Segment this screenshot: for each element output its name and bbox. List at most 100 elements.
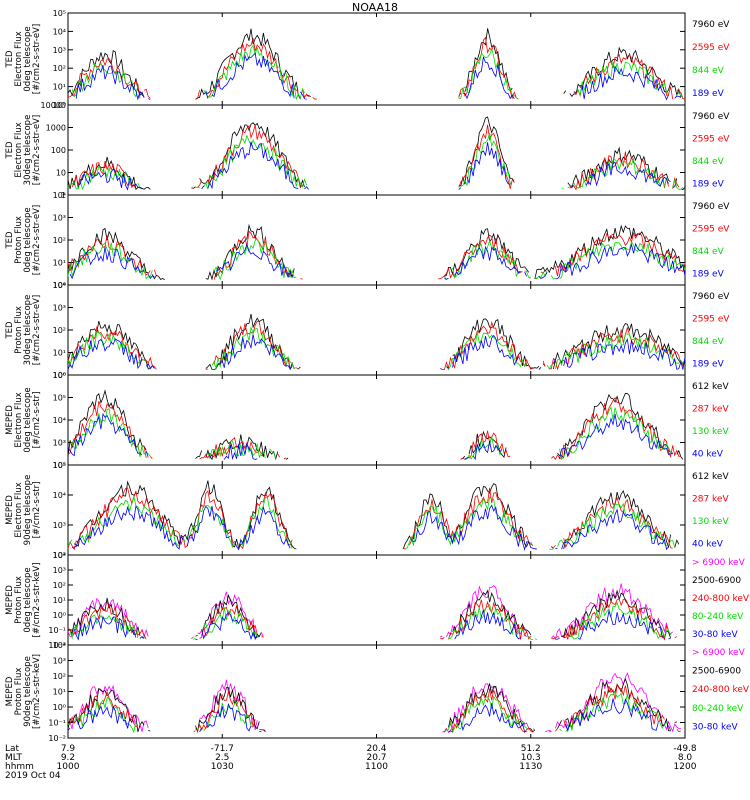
y-tick-label: 10² — [53, 236, 66, 245]
y-tick-label: 10¹ — [53, 349, 66, 358]
series-trace — [67, 320, 686, 371]
y-tick-label: 10² — [53, 326, 66, 335]
series-trace — [75, 52, 682, 101]
y-tick-label: 10⁰ — [53, 371, 66, 380]
y-axis-label: 0deg telescope — [23, 207, 33, 272]
series-trace — [68, 28, 685, 99]
y-tick-label: 10³ — [53, 657, 66, 666]
y-tick-label: 10⁻² — [48, 641, 66, 650]
legend-entry: 844 eV — [692, 157, 725, 167]
panel-6: 10² 10³ 10⁴ 10⁵ MEPED Electron Flux 90deg tele… — [5, 461, 729, 560]
series-trace — [67, 389, 684, 461]
panel-4: 10⁰ 10¹ 10² 10³ 10⁴ TED Proton Flux 30deg teles… — [5, 281, 730, 380]
legend-entry: 30-80 keV — [692, 630, 738, 640]
y-axis-label: [#/cm2-s-str] — [32, 392, 42, 449]
x-tick-label-hhmm: 1000 — [57, 762, 80, 772]
y-tick-label: 10⁰ — [53, 101, 66, 110]
y-axis-label: [#/cm2-s-str] — [32, 482, 42, 539]
y-axis-label: [#/cm2-s-str-eV] — [32, 115, 42, 185]
panel-5: 10² 10³ 10⁴ 10⁵ 10⁶ MEPED Electron Flux 0deg te… — [5, 371, 729, 470]
y-axis-label: MEPED — [5, 495, 15, 525]
y-axis-label: Proton Flux — [14, 306, 24, 354]
y-tick-label: 10⁵ — [53, 461, 66, 470]
series-trace — [67, 334, 686, 370]
panel-frame — [67, 284, 686, 376]
y-tick-label: 10⁴ — [53, 416, 66, 425]
y-axis-label: [#/cm2-s-str-keV] — [32, 563, 42, 638]
legend-entry: 189 eV — [692, 270, 725, 280]
legend-entry: 7960 eV — [692, 20, 730, 30]
legend-entry: 2500-6900 — [692, 667, 741, 677]
series-trace — [67, 238, 686, 281]
series-trace — [67, 326, 686, 371]
legend-entry: 2595 eV — [692, 43, 730, 53]
x-tick-label-mlt: 2.5 — [215, 753, 229, 763]
panel-frame — [67, 554, 686, 646]
legend-entry: 189 eV — [692, 180, 725, 190]
x-tick-label-lat: 7.9 — [61, 744, 76, 754]
panel-frame — [67, 464, 686, 556]
legend-entry: 844 eV — [692, 247, 725, 257]
legend-entry: 40 keV — [692, 540, 724, 550]
y-tick-label: 10¹ — [53, 83, 66, 92]
y-tick-label: 10³ — [53, 304, 66, 313]
series-trace — [69, 683, 681, 733]
series-trace — [67, 116, 686, 191]
legend-entry: 189 eV — [692, 360, 725, 370]
y-axis-label: TED — [5, 50, 15, 69]
panel-frame — [67, 12, 686, 106]
y-tick-label: 10¹ — [53, 688, 66, 697]
legend-entry: > 6900 keV — [692, 648, 746, 658]
y-axis-label: 0deg telescope — [23, 567, 33, 632]
y-tick-label: 10³ — [53, 521, 66, 530]
y-axis-label: 90deg telescope — [23, 475, 33, 546]
y-tick-label: 10⁻¹ — [48, 626, 66, 635]
series-trace — [67, 396, 682, 461]
y-axis-label: TED — [5, 141, 15, 160]
x-axis-row-label: hhmm — [5, 762, 34, 772]
panel-8: 10⁻² 10⁻¹ 10⁰ 10¹ 10² 10³ 10⁴ MEPED Proton Flux 9… — [5, 641, 750, 743]
legend-entry: 612 keV — [692, 472, 729, 482]
x-tick-label-mlt: 9.2 — [61, 753, 75, 763]
series-trace — [68, 673, 685, 732]
series-trace — [70, 591, 683, 639]
y-axis-label: [#/cm2-s-str-eV] — [32, 295, 42, 365]
legend-entry: 40 keV — [692, 450, 724, 460]
y-tick-label: 10⁵ — [53, 394, 66, 403]
legend-entry: 7960 eV — [692, 292, 730, 302]
y-tick-label: 100 — [51, 146, 66, 155]
y-axis-label: Proton Flux — [14, 576, 24, 624]
y-tick-label: 10000 — [41, 101, 66, 110]
x-tick-label-lat: 20.4 — [366, 744, 386, 754]
series-trace — [74, 481, 685, 549]
legend-entry: 844 eV — [692, 337, 725, 347]
x-tick-label-mlt: 10.3 — [521, 753, 541, 763]
x-axis-row-label: Lat — [5, 744, 20, 754]
legend-entry: 2595 eV — [692, 135, 730, 145]
y-axis-label: Electron Flux — [14, 122, 24, 177]
legend-entry: 287 keV — [692, 495, 729, 505]
y-tick-label: 10³ — [53, 566, 66, 575]
y-axis-label: 0deg telescope — [23, 387, 33, 452]
y-axis-label: MEPED — [5, 676, 15, 706]
legend-entry: > 6900 keV — [692, 558, 746, 568]
y-tick-label: 10⁻¹ — [48, 719, 66, 728]
y-axis-label: 30deg telescope — [23, 115, 33, 186]
y-tick-label: 10⁴ — [53, 641, 66, 650]
y-tick-label: 10¹ — [53, 596, 66, 605]
legend-entry: 80-240 keV — [692, 704, 744, 714]
legend-entry: 30-80 keV — [692, 722, 738, 732]
x-tick-label-lat: 51.2 — [521, 744, 541, 754]
y-tick-label: 1 — [61, 191, 66, 200]
series-trace — [71, 44, 684, 100]
panel-frame — [67, 644, 686, 739]
y-tick-label: 10⁴ — [53, 281, 66, 290]
legend-entry: 7960 eV — [692, 112, 730, 122]
y-axis-label: Electron Flux — [14, 392, 24, 447]
y-axis-label: 90deg telescope — [23, 656, 33, 727]
x-axis-row-label: 2019 Oct 04 — [5, 771, 61, 781]
series-trace — [68, 488, 685, 550]
y-axis-label: Electron Flux — [14, 31, 24, 86]
series-trace — [67, 132, 684, 191]
